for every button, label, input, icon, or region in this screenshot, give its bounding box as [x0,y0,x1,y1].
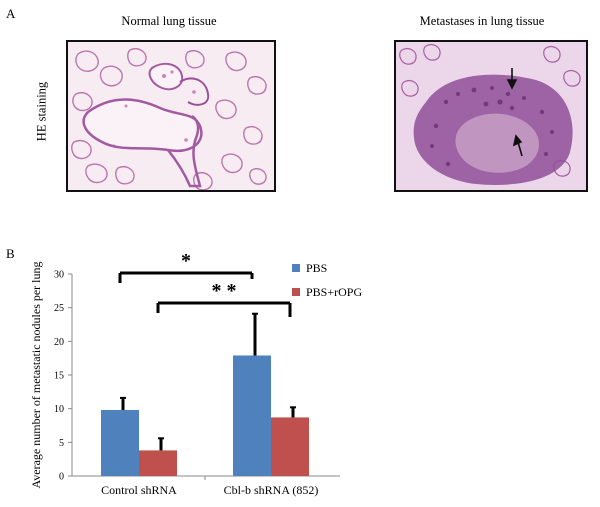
legend-label-pbs-ropg: PBS+rOPG [306,285,362,299]
panel-b-letter: B [6,246,15,261]
significance-label: * * [212,280,237,302]
bar-chart: 0 5 10 15 20 25 30 Average number of metastatic… [29,250,362,497]
normal-lung-histology [68,42,274,190]
y-tick-label: 0 [59,472,64,483]
legend-swatch-pbs [292,264,300,272]
legend-swatch-pbs-ropg [292,288,300,296]
bar-pbs-cblb [233,355,271,476]
x-category-label: Control shRNA [101,483,177,497]
y-tick-label: 15 [54,371,64,382]
y-tick-label: 30 [54,270,64,281]
metastases-lung-histology [396,42,586,190]
legend-label-pbs: PBS [306,261,327,275]
panel-a-letter: A [6,6,16,21]
y-tick-label: 20 [54,337,64,348]
bar-pbs-ropg-control [139,450,177,476]
y-tick-label: 10 [54,404,64,415]
y-tick-label: 25 [54,303,64,314]
normal-lung-title: Normal lung tissue [121,14,217,28]
bar-pbs-control [101,410,139,476]
x-category-label: Cbl-b shRNA (852) [224,483,319,497]
bar-pbs-ropg-cblb [271,417,309,476]
metastases-lung-title: Metastases in lung tissue [419,14,545,28]
y-tick-label: 5 [59,438,64,449]
he-staining-label: HE staining [34,81,49,142]
y-axis-label: Average number of metastatic nodules per… [29,261,43,488]
normal-lung-image [66,40,276,192]
significance-label: * [181,250,191,272]
metastases-lung-image [394,40,588,192]
